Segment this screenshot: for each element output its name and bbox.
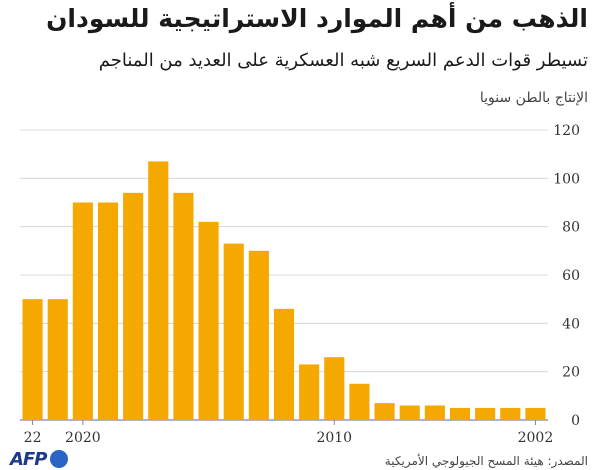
bar (475, 407, 496, 420)
bar (173, 192, 194, 420)
x-tick-label: 22 (24, 430, 42, 446)
bar (223, 243, 244, 420)
y-tick-label: 40 (562, 316, 580, 332)
y-tick-label: 120 (553, 123, 580, 139)
bar (525, 407, 546, 420)
source-note: المصدر: هيئة المسح الجيولوجي الأمريكية (384, 454, 588, 468)
bar (349, 383, 370, 420)
bar (324, 357, 345, 420)
y-tick-label: 20 (562, 365, 580, 381)
bar (198, 221, 219, 420)
bar (123, 192, 144, 420)
chart-title: الذهب من أهم الموارد الاستراتيجية للسودا… (46, 4, 588, 33)
bar (47, 299, 68, 420)
bar (449, 407, 471, 420)
y-tick-label: 60 (562, 268, 580, 284)
x-tick-label: 2020 (65, 430, 101, 446)
x-tick-label: 2002 (518, 430, 554, 446)
afp-logo-text: AFP (10, 448, 47, 470)
y-tick-label: 100 (553, 171, 580, 187)
bar (399, 405, 420, 420)
bar (72, 202, 93, 420)
afp-logo: AFP (10, 448, 69, 470)
bar (299, 364, 320, 420)
bar (148, 161, 169, 420)
bar (374, 403, 395, 420)
y-tick-label: 80 (562, 220, 580, 236)
bar (22, 299, 43, 420)
chart-subtitle: تسيطر قوات الدعم السريع شبه العسكرية على… (98, 50, 588, 71)
bar (500, 407, 521, 420)
bar (97, 202, 119, 420)
bar (248, 250, 269, 420)
afp-logo-dot-icon (50, 450, 69, 468)
x-tick-label: 2010 (316, 430, 352, 446)
bar (273, 308, 295, 420)
y-tick-label: 0 (571, 413, 580, 429)
bar (424, 405, 445, 420)
y-axis-unit-label: الإنتاج بالطن سنويا (479, 90, 588, 106)
